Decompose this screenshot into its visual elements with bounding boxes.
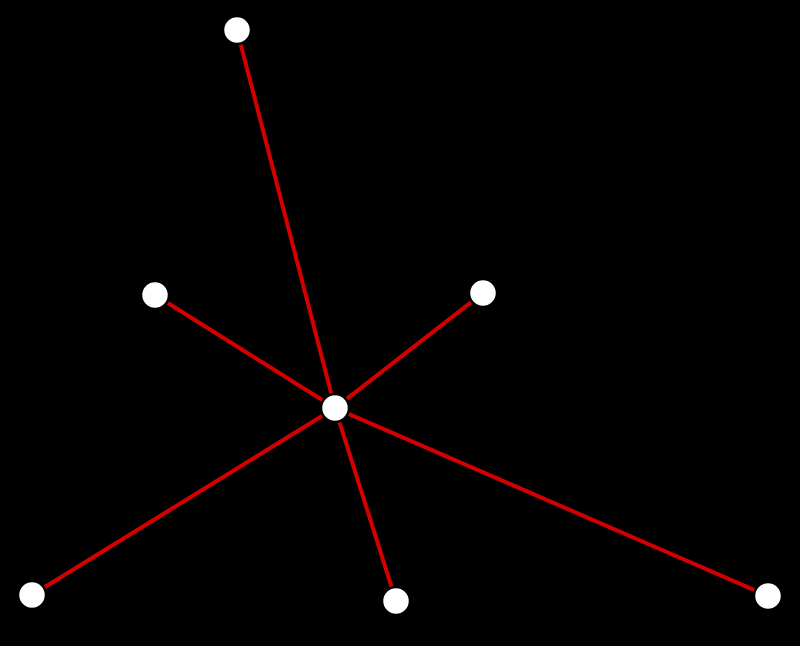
- network-diagram: [0, 0, 800, 646]
- graph-node: [141, 281, 169, 309]
- graph-node: [382, 587, 410, 615]
- graph-node: [754, 582, 782, 610]
- graph-node: [18, 581, 46, 609]
- graph-node: [223, 16, 251, 44]
- graph-node: [321, 394, 349, 422]
- diagram-background: [0, 0, 800, 646]
- graph-node: [469, 279, 497, 307]
